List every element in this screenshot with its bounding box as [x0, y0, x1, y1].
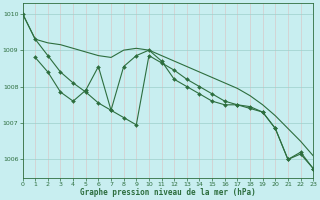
- X-axis label: Graphe pression niveau de la mer (hPa): Graphe pression niveau de la mer (hPa): [80, 188, 256, 197]
